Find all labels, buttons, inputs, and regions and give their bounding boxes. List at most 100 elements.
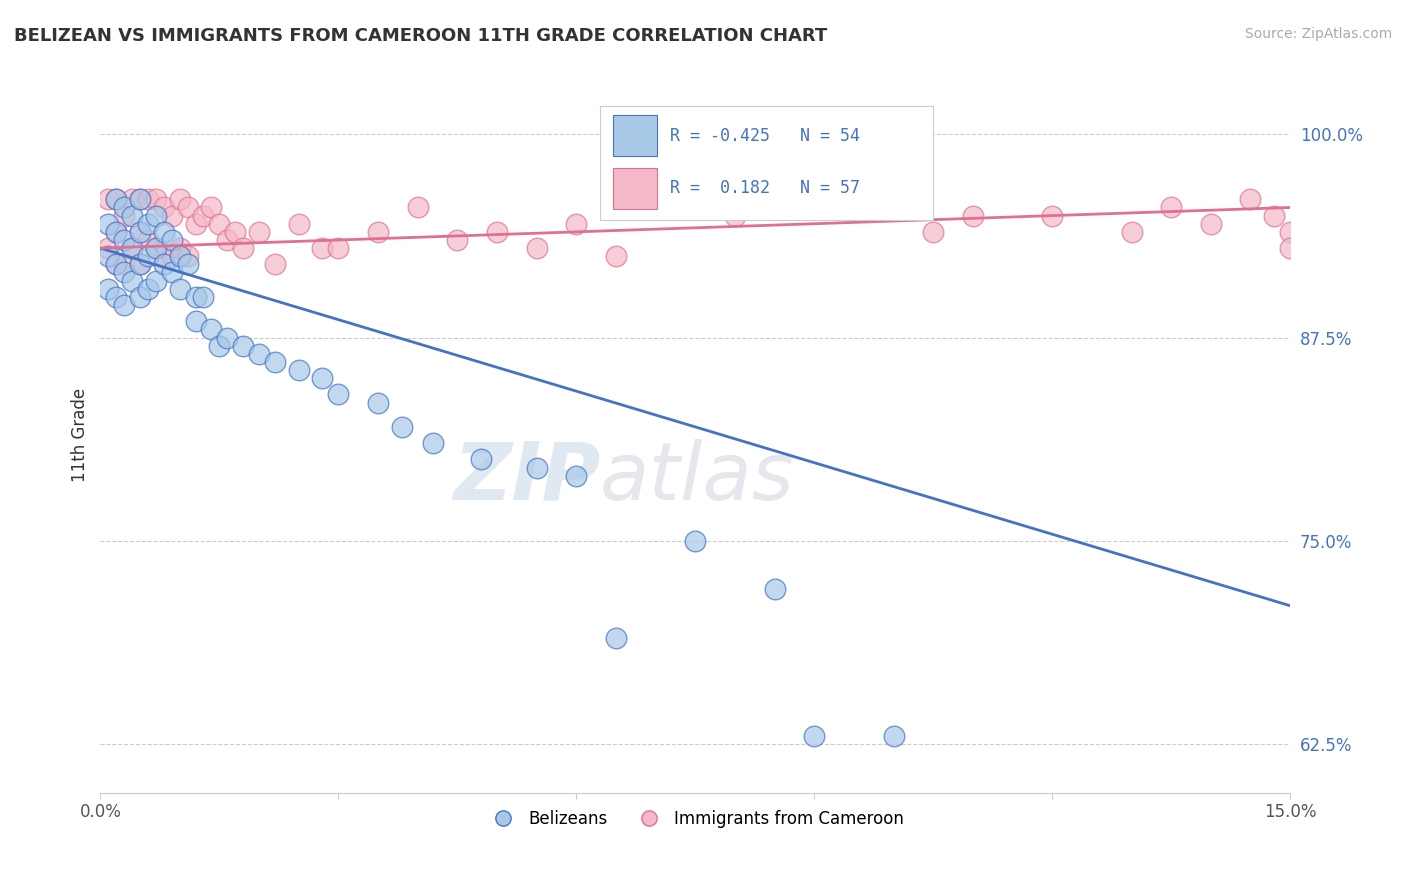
Point <box>129 257 152 271</box>
Point <box>962 209 984 223</box>
Point <box>883 192 905 206</box>
Point <box>169 282 191 296</box>
Point <box>184 217 207 231</box>
Point <box>153 225 176 239</box>
Point <box>160 209 183 223</box>
Point <box>605 249 627 263</box>
Point <box>446 233 468 247</box>
Point <box>287 217 309 231</box>
Point <box>803 729 825 743</box>
Point <box>526 460 548 475</box>
Point <box>160 265 183 279</box>
Point <box>169 192 191 206</box>
Point <box>176 249 198 263</box>
Point <box>193 290 215 304</box>
Point <box>184 314 207 328</box>
Point <box>121 192 143 206</box>
Point <box>105 192 128 206</box>
Point <box>193 209 215 223</box>
Point <box>112 257 135 271</box>
Point <box>605 632 627 646</box>
Point <box>160 233 183 247</box>
Point <box>112 233 135 247</box>
Point <box>263 355 285 369</box>
Point <box>883 729 905 743</box>
Point <box>112 201 135 215</box>
Point <box>105 192 128 206</box>
Point <box>176 257 198 271</box>
Point <box>136 233 159 247</box>
Point <box>1279 241 1302 255</box>
Point <box>136 217 159 231</box>
Point <box>232 241 254 255</box>
Point <box>129 225 152 239</box>
Point <box>1279 225 1302 239</box>
Point <box>121 274 143 288</box>
Point <box>129 225 152 239</box>
Point <box>200 201 222 215</box>
Point <box>105 257 128 271</box>
Text: BELIZEAN VS IMMIGRANTS FROM CAMEROON 11TH GRADE CORRELATION CHART: BELIZEAN VS IMMIGRANTS FROM CAMEROON 11T… <box>14 27 827 45</box>
Point <box>153 257 176 271</box>
Point <box>803 201 825 215</box>
Legend: Belizeans, Immigrants from Cameroon: Belizeans, Immigrants from Cameroon <box>479 803 911 834</box>
Text: atlas: atlas <box>600 439 794 517</box>
Point <box>160 249 183 263</box>
Point <box>422 436 444 450</box>
Point <box>1199 217 1222 231</box>
Point <box>121 209 143 223</box>
Point <box>121 241 143 255</box>
Point <box>311 241 333 255</box>
Point <box>129 257 152 271</box>
Point <box>105 290 128 304</box>
Point <box>112 209 135 223</box>
Point <box>112 298 135 312</box>
Point <box>184 290 207 304</box>
Point <box>683 533 706 548</box>
Point <box>763 582 786 597</box>
Point <box>208 217 231 231</box>
Point <box>1121 225 1143 239</box>
Point <box>129 290 152 304</box>
Point <box>105 225 128 239</box>
Point <box>129 192 152 206</box>
Point <box>145 209 167 223</box>
Point <box>145 274 167 288</box>
Point <box>176 201 198 215</box>
Point <box>565 468 588 483</box>
Text: ZIP: ZIP <box>453 439 600 517</box>
Point <box>153 249 176 263</box>
Point <box>129 192 152 206</box>
Point <box>145 241 167 255</box>
Point <box>169 241 191 255</box>
Point <box>328 387 350 401</box>
Point <box>922 225 945 239</box>
Point <box>97 241 120 255</box>
Point <box>247 225 270 239</box>
Point <box>311 371 333 385</box>
Point <box>406 201 429 215</box>
Point <box>145 192 167 206</box>
Point <box>121 241 143 255</box>
Point <box>1239 192 1261 206</box>
Point <box>1040 209 1063 223</box>
Point <box>200 322 222 336</box>
Text: Source: ZipAtlas.com: Source: ZipAtlas.com <box>1244 27 1392 41</box>
Point <box>97 282 120 296</box>
Point <box>724 209 747 223</box>
Point <box>526 241 548 255</box>
Point <box>97 249 120 263</box>
Point <box>391 420 413 434</box>
Point <box>470 452 492 467</box>
Point <box>263 257 285 271</box>
Point <box>224 225 246 239</box>
Point <box>112 265 135 279</box>
Point <box>565 217 588 231</box>
Point <box>1263 209 1285 223</box>
Point <box>136 192 159 206</box>
Point <box>169 249 191 263</box>
Point <box>105 225 128 239</box>
Point <box>97 217 120 231</box>
Point <box>153 201 176 215</box>
Y-axis label: 11th Grade: 11th Grade <box>72 388 89 482</box>
